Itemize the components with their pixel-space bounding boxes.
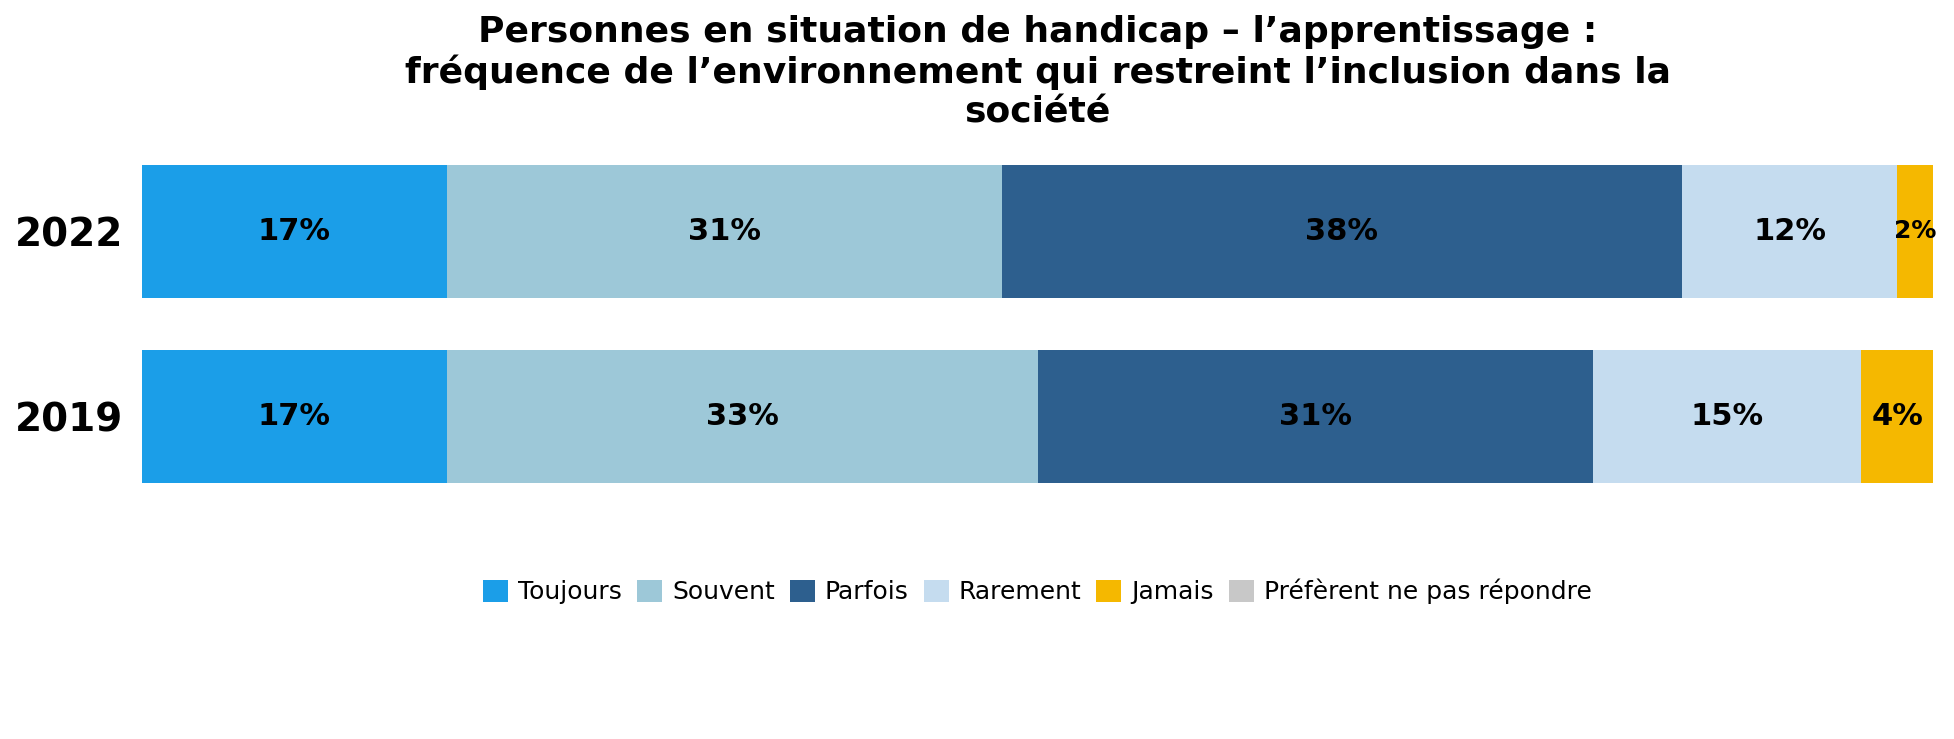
Bar <box>143 165 447 298</box>
Bar <box>1897 165 1933 298</box>
Bar <box>1038 350 1593 483</box>
Title: Personnes en situation de handicap – l’apprentissage :
fréquence de l’environnem: Personnes en situation de handicap – l’a… <box>404 15 1671 129</box>
Text: 17%: 17% <box>258 217 330 246</box>
Text: 38%: 38% <box>1305 217 1378 246</box>
Text: 17%: 17% <box>258 402 330 431</box>
Text: 33%: 33% <box>705 402 778 431</box>
Bar <box>1862 350 1933 483</box>
Bar <box>1593 350 1862 483</box>
Bar <box>143 350 447 483</box>
Bar <box>447 350 1038 483</box>
Text: 2%: 2% <box>1893 219 1936 243</box>
Bar <box>1002 165 1682 298</box>
Bar <box>1682 165 1897 298</box>
Text: 15%: 15% <box>1690 402 1764 431</box>
Bar <box>447 165 1002 298</box>
Legend: Toujours, Souvent, Parfois, Rarement, Jamais, Préfèrent ne pas répondre: Toujours, Souvent, Parfois, Rarement, Ja… <box>473 569 1602 614</box>
Text: 31%: 31% <box>1278 402 1352 431</box>
Text: 31%: 31% <box>688 217 760 246</box>
Text: 12%: 12% <box>1753 217 1827 246</box>
Text: 4%: 4% <box>1872 402 1923 431</box>
